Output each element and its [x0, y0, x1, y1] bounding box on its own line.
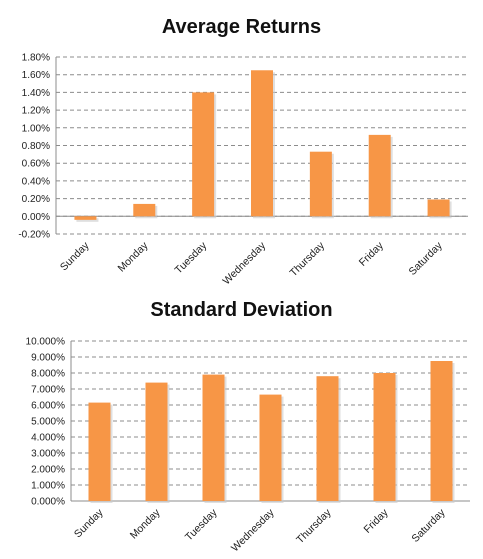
y-tick-label: 3.000% [31, 449, 65, 460]
y-tick-label: 1.00% [22, 123, 50, 134]
y-tick-label: 0.80% [22, 141, 50, 152]
y-tick-label: 1.80% [22, 53, 50, 64]
y-tick-label: 10.000% [26, 337, 66, 348]
y-tick-label: 1.40% [22, 88, 50, 99]
y-tick-label: 1.60% [22, 70, 50, 81]
y-tick-label: 1.20% [22, 106, 50, 117]
y-tick-label: 0.60% [22, 159, 50, 170]
y-tick-label: 0.000% [31, 497, 65, 508]
bar-saturday [430, 361, 453, 501]
bar-wednesday [251, 70, 273, 217]
x-tick-label: Saturday [409, 506, 448, 545]
y-tick-label: 5.000% [31, 417, 65, 428]
y-tick-label: 0.00% [22, 212, 50, 223]
bar-thursday [316, 376, 339, 501]
y-tick-label: 4.000% [31, 433, 65, 444]
bar-saturday [427, 199, 450, 217]
bar-monday [133, 203, 156, 217]
average-returns-plot: -0.20% 0.00% 0.20% 0.40% 0.60% 0.80% 1.00% 1.20… [18, 53, 468, 287]
x-tick-label: Tuesday [183, 506, 220, 543]
x-tick-label: Friday [361, 506, 391, 536]
bar-friday [368, 134, 391, 217]
y-tick-label: 8.000% [31, 369, 65, 380]
y-tick-label: 9.000% [31, 353, 65, 364]
x-tick-label: Monday [128, 506, 163, 541]
bar-shadow [76, 218, 99, 222]
y-tick-label: -0.20% [18, 230, 50, 241]
bar-tuesday [202, 374, 225, 501]
y-tick-label: 1.000% [31, 481, 65, 492]
x-tick-label: Wednesday [229, 506, 277, 554]
chart-title: Average Returns [161, 16, 322, 38]
y-tick-label: 2.000% [31, 465, 65, 476]
bar-sunday [74, 216, 97, 220]
bar-tuesday [192, 92, 215, 217]
bar-monday [145, 382, 168, 501]
bar-sunday [88, 402, 111, 501]
y-tick-label: 0.20% [22, 194, 50, 205]
y-tick-label: 0.40% [22, 176, 50, 187]
bar-thursday [309, 151, 332, 217]
bar-friday [373, 373, 396, 501]
bar-wednesday [259, 394, 282, 501]
x-tick-label: Sunday [72, 506, 106, 540]
chart-title: Standard Deviation [150, 299, 333, 321]
y-tick-label: 6.000% [31, 401, 65, 412]
x-tick-label: Thursday [294, 506, 334, 546]
y-tick-label: 7.000% [31, 385, 65, 396]
